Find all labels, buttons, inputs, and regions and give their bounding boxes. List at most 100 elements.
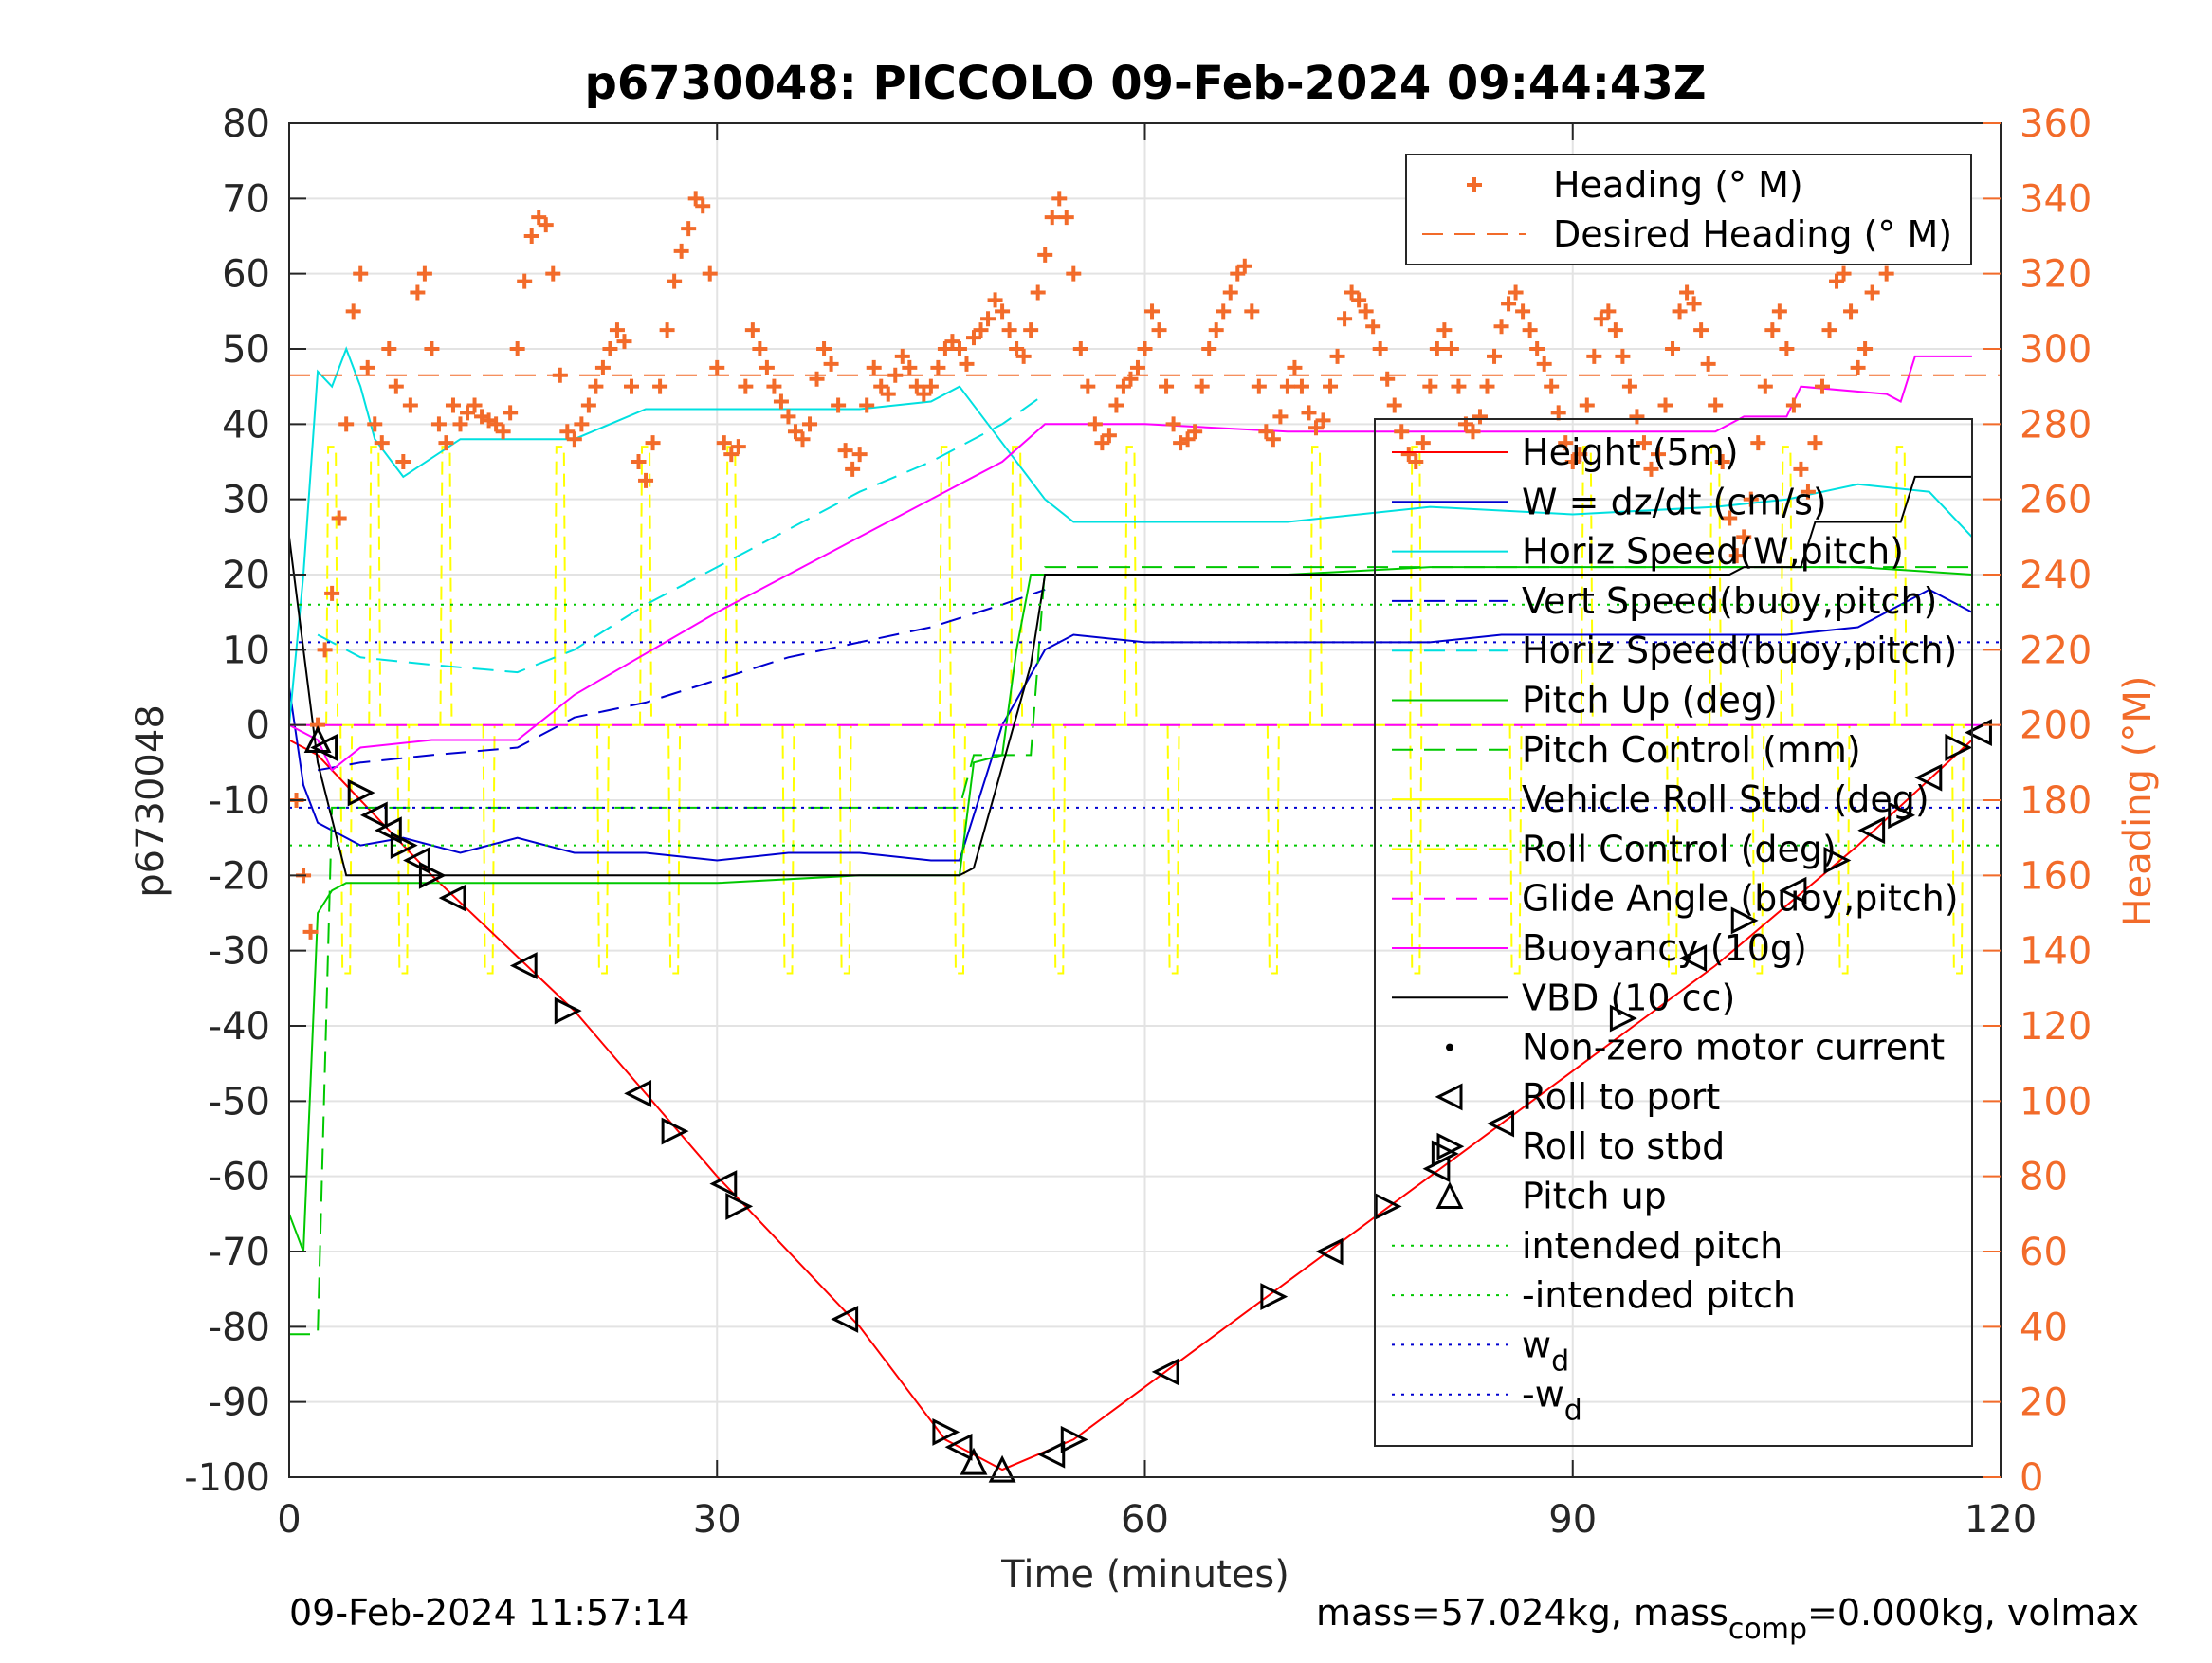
roll-to-port-marker: [944, 1433, 973, 1461]
roll-control-spike: [1893, 446, 1908, 725]
heading-point: [837, 443, 853, 459]
heading-point: [851, 447, 868, 463]
roll-to-stbd-marker: [661, 1117, 689, 1145]
roll-control-spike: [482, 724, 496, 975]
heading-point: [1009, 341, 1025, 356]
series-horiz-speed-w-pitch: [288, 346, 1973, 725]
roll-to-port-marker: [1965, 719, 1992, 747]
roll-control-spike: [838, 724, 852, 975]
heading-point: [624, 378, 639, 394]
heading-point: [1558, 435, 1574, 451]
legend-entry-horiz-speed-buoy-pitch: Horiz Speed(buoy,pitch): [1522, 630, 1957, 671]
heading-point: [1165, 416, 1181, 432]
x-tick-label: 0: [277, 1498, 301, 1542]
heading-point: [859, 397, 875, 413]
roll-control-spike: [781, 724, 795, 975]
roll-control-spike: [553, 446, 567, 725]
roll-to-port-marker: [1151, 1358, 1179, 1386]
roll-control-spike: [339, 724, 354, 975]
y-tick-label: -70: [209, 1231, 270, 1274]
roll-to-stbd-marker: [1374, 1192, 1402, 1220]
heading-point: [930, 359, 946, 375]
heading-point: [823, 356, 839, 372]
y2-axis-label: Heading (°M): [2116, 676, 2160, 927]
heading-point: [345, 303, 361, 320]
heading-point: [1001, 322, 1017, 338]
heading-point: [1159, 378, 1175, 394]
roll-to-port-marker: [403, 847, 430, 874]
legend-entry-horiz-speed-w-pitch: Horiz Speed(W,pitch): [1522, 531, 1904, 573]
heading-point: [1472, 409, 1488, 425]
heading-point: [1793, 461, 1809, 477]
heading-point: [1651, 447, 1666, 463]
heading-point: [845, 461, 861, 477]
y-tick-label: 0: [247, 704, 270, 748]
series-buoyancy-10g: [288, 355, 1972, 772]
heading-point: [1728, 548, 1745, 564]
heading-point: [1072, 341, 1088, 356]
heading-point: [460, 405, 476, 421]
heading-point: [1201, 341, 1217, 356]
heading-point: [609, 322, 625, 338]
heading-point: [488, 416, 504, 432]
legend-symbol: [1435, 1181, 1464, 1209]
plot-markers: [289, 191, 1992, 1483]
heading-point: [1864, 284, 1880, 301]
heading-point: [1015, 348, 1032, 364]
heading-point: [944, 334, 960, 350]
heading-point: [338, 416, 355, 432]
legend-entry-subscript: d: [1564, 1395, 1582, 1428]
heading-point: [452, 416, 468, 432]
roll-control-spike: [1837, 724, 1851, 975]
roll-to-stbd-marker: [725, 1192, 754, 1220]
heading-point: [1850, 359, 1866, 375]
roll-to-port-marker: [1857, 816, 1886, 845]
heading-point: [1529, 341, 1545, 356]
heading-point: [687, 191, 704, 207]
heading-point: [1386, 397, 1402, 413]
heading-point: [1708, 397, 1724, 413]
heading-point: [1415, 435, 1431, 451]
heading-point: [317, 642, 333, 658]
heading-point: [1365, 319, 1381, 335]
y-tick-label: -40: [209, 1005, 270, 1049]
heading-point: [359, 359, 375, 375]
roll-control-spike: [368, 446, 382, 725]
heading-point: [1194, 378, 1210, 394]
heading-point: [809, 371, 825, 387]
roll-to-port-marker: [509, 952, 538, 979]
heading-point: [1836, 265, 1852, 282]
heading-point: [1757, 378, 1773, 394]
legend-entry-roll-control-deg: Roll Control (deg): [1522, 828, 1837, 869]
heading-point: [1236, 258, 1252, 274]
heading-point: [1821, 322, 1837, 338]
y-tick-label: 50: [222, 328, 270, 372]
heading-point: [987, 292, 1003, 308]
footer-mass-sub: comp: [1728, 1613, 1807, 1646]
heading-point: [1080, 378, 1096, 394]
roll-to-stbd-marker: [347, 778, 375, 807]
footer-timestamp: 09-Feb-2024 11:57:14: [289, 1592, 690, 1634]
y2-tick-label: 300: [2020, 328, 2092, 372]
heading-point: [1272, 409, 1289, 425]
heading-point: [1600, 303, 1617, 320]
heading-point: [659, 322, 675, 338]
heading-point: [1436, 322, 1453, 338]
roll-to-port-marker: [438, 884, 466, 912]
heading-point: [916, 386, 932, 402]
heading-point: [1722, 510, 1738, 526]
legend-symbol: [1436, 1132, 1465, 1160]
heading-point: [1878, 265, 1894, 282]
heading-point: [695, 198, 711, 214]
heading-point: [1629, 409, 1645, 425]
heading-point: [566, 431, 582, 448]
heading-point: [1372, 341, 1388, 356]
roll-to-port-marker: [1779, 876, 1807, 905]
heading-point: [1487, 348, 1503, 364]
roll-to-port-marker: [709, 1170, 738, 1198]
heading-point: [1301, 405, 1317, 421]
y-tick-label: -60: [209, 1156, 270, 1199]
heading-point: [1066, 265, 1082, 282]
heading-point: [503, 405, 519, 421]
heading-point: [1771, 303, 1787, 320]
